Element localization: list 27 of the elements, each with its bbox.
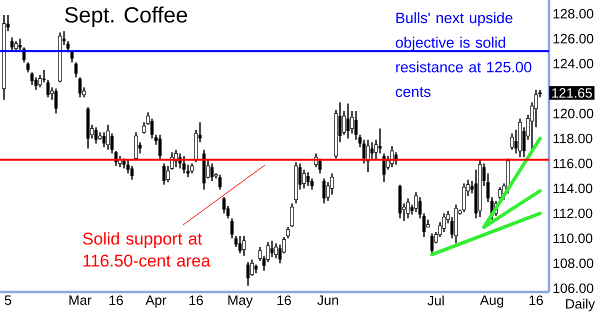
ref-line-label: Solid support at 116.50-cent area <box>82 232 210 267</box>
y-tick-label: 114.00 <box>554 184 592 194</box>
chart-title: Sept. Coffee <box>65 6 188 28</box>
y-tick-label: 128.00 <box>554 8 594 18</box>
ref-line-label: Bulls' next upside objective is solid resistance at 125.00 cents <box>396 12 532 97</box>
x-tick-label: 16 <box>110 296 123 306</box>
y-tick-label: 112.00 <box>554 208 592 218</box>
x-tick-label: 5 <box>4 296 12 305</box>
y-tick-label: 116.00 <box>554 158 592 168</box>
x-tick-label: Apr <box>146 296 166 308</box>
x-tick-label: 16 <box>190 296 203 306</box>
y-tick-label: 108.00 <box>554 258 594 268</box>
text: 121.65 <box>552 88 592 98</box>
x-tick-label: Jun <box>317 296 338 305</box>
x-tick-label: Jul <box>428 296 444 306</box>
y-tick-label: 118.00 <box>554 134 592 144</box>
x-tick-label: Mar <box>69 296 92 305</box>
y-tick-label: 126.00 <box>554 34 594 44</box>
x-tick-label: 16 <box>530 296 543 306</box>
x-tick-label: Aug <box>480 296 504 308</box>
y-tick-label: 110.00 <box>554 234 592 244</box>
x-tick-label: 16 <box>278 296 291 306</box>
y-tick-label: 124.00 <box>554 58 594 68</box>
x-axis-title: Daily <box>566 298 595 312</box>
x-tick-label: May <box>228 296 253 308</box>
y-tick-label: 120.00 <box>554 108 594 118</box>
y-tick-label: 106.00 <box>554 283 594 294</box>
